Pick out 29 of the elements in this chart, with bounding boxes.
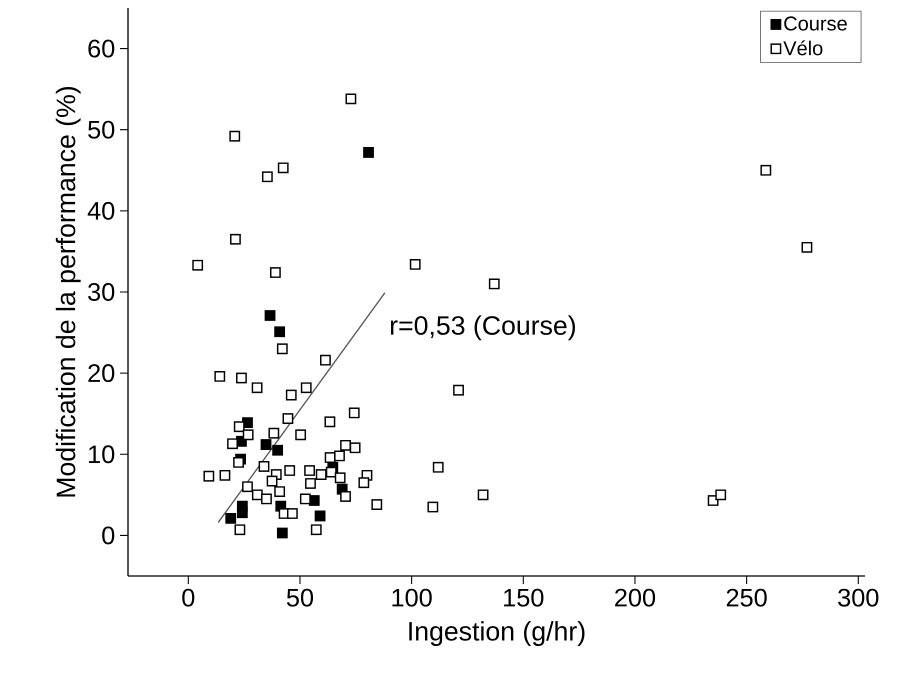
legend-label: Course	[784, 16, 847, 31]
point	[272, 444, 284, 456]
x-tick-label: 150	[504, 588, 544, 607]
x-axis-title: Ingestion (g/hr)	[409, 621, 584, 646]
y-tick-label: 10	[89, 445, 114, 464]
x-tick-label: 50	[286, 588, 314, 607]
x-tick-label: 0	[182, 588, 194, 607]
annotation: r=0,53 (Course)	[390, 315, 575, 340]
point	[363, 147, 374, 158]
point	[264, 310, 276, 321]
y-tick-label: 60	[88, 40, 114, 58]
y-tick-label: 50	[88, 120, 114, 139]
point	[225, 512, 236, 524]
x-tick-label: 300	[838, 588, 878, 607]
point	[274, 326, 286, 338]
y-tick-label: 40	[88, 202, 114, 220]
point	[276, 528, 288, 538]
point	[242, 417, 253, 428]
y-tick-label: 30	[88, 283, 114, 301]
y-tick-label: 20	[88, 364, 114, 382]
legend-label: Vélo	[783, 40, 822, 56]
x-tick-label: 250	[726, 588, 767, 607]
point	[236, 507, 248, 518]
y-axis-title: Modification de la performance (%)	[56, 86, 81, 497]
point	[260, 439, 272, 450]
x-tick-label: 100	[392, 588, 432, 607]
y-tick-label: 0	[102, 526, 114, 544]
point	[314, 510, 326, 522]
x-tick-label: 200	[615, 588, 656, 607]
